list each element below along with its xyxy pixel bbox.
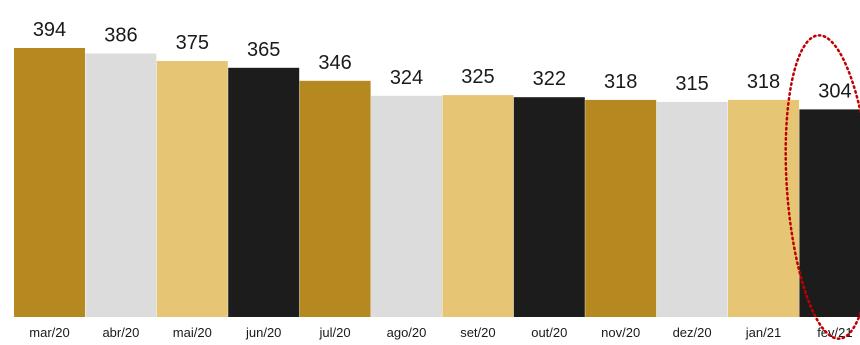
value-label-out/20: 322 [533, 68, 566, 90]
bar-mai/20 [156, 61, 228, 317]
highlight-ellipse [784, 34, 860, 340]
bar-out/20 [513, 97, 585, 317]
bar-jun/20 [228, 67, 300, 317]
value-label-set/20: 325 [461, 66, 494, 88]
value-label-ago/20: 324 [390, 67, 423, 89]
category-label-abr/20: abr/20 [102, 325, 139, 340]
bar-jul/20 [299, 80, 371, 317]
category-label-ago/20: ago/20 [387, 325, 427, 340]
value-label-jun/20: 365 [247, 39, 280, 61]
value-label-mai/20: 375 [176, 32, 209, 54]
bar-mar/20 [14, 48, 85, 317]
value-label-jan/21: 318 [747, 71, 780, 93]
category-label-out/20: out/20 [531, 325, 567, 340]
bar-ago/20 [371, 95, 442, 317]
category-label-jan/21: jan/21 [745, 325, 781, 340]
category-label-dez/20: dez/20 [673, 325, 712, 340]
category-label-nov/20: nov/20 [601, 325, 640, 340]
bar-jan/21 [728, 99, 799, 318]
highlight-group [784, 34, 860, 340]
value-label-fev/21: 304 [818, 80, 851, 102]
bars-group [14, 48, 860, 318]
value-label-mar/20: 394 [33, 19, 66, 41]
value-label-nov/20: 318 [604, 71, 637, 93]
category-label-mar/20: mar/20 [29, 325, 69, 340]
value-label-dez/20: 315 [675, 73, 708, 95]
bar-set/20 [442, 95, 514, 317]
value-label-jul/20: 346 [318, 52, 351, 74]
bar-nov/20 [585, 99, 657, 318]
category-label-jul/20: jul/20 [319, 325, 351, 340]
category-label-jun/20: jun/20 [245, 325, 281, 340]
category-label-mai/20: mai/20 [173, 325, 212, 340]
value-labels-group: 394 386 375 365 346 324 325 322 318 315 318 304 [33, 19, 852, 102]
bar-abr/20 [85, 53, 157, 317]
category-label-set/20: set/20 [460, 325, 495, 340]
category-labels-group: mar/20 abr/20 mai/20 jun/20 jul/20 ago/20 set/… [29, 325, 852, 340]
value-label-abr/20: 386 [104, 25, 137, 47]
bar-dez/20 [656, 101, 728, 318]
bar-fev/21 [799, 109, 860, 318]
